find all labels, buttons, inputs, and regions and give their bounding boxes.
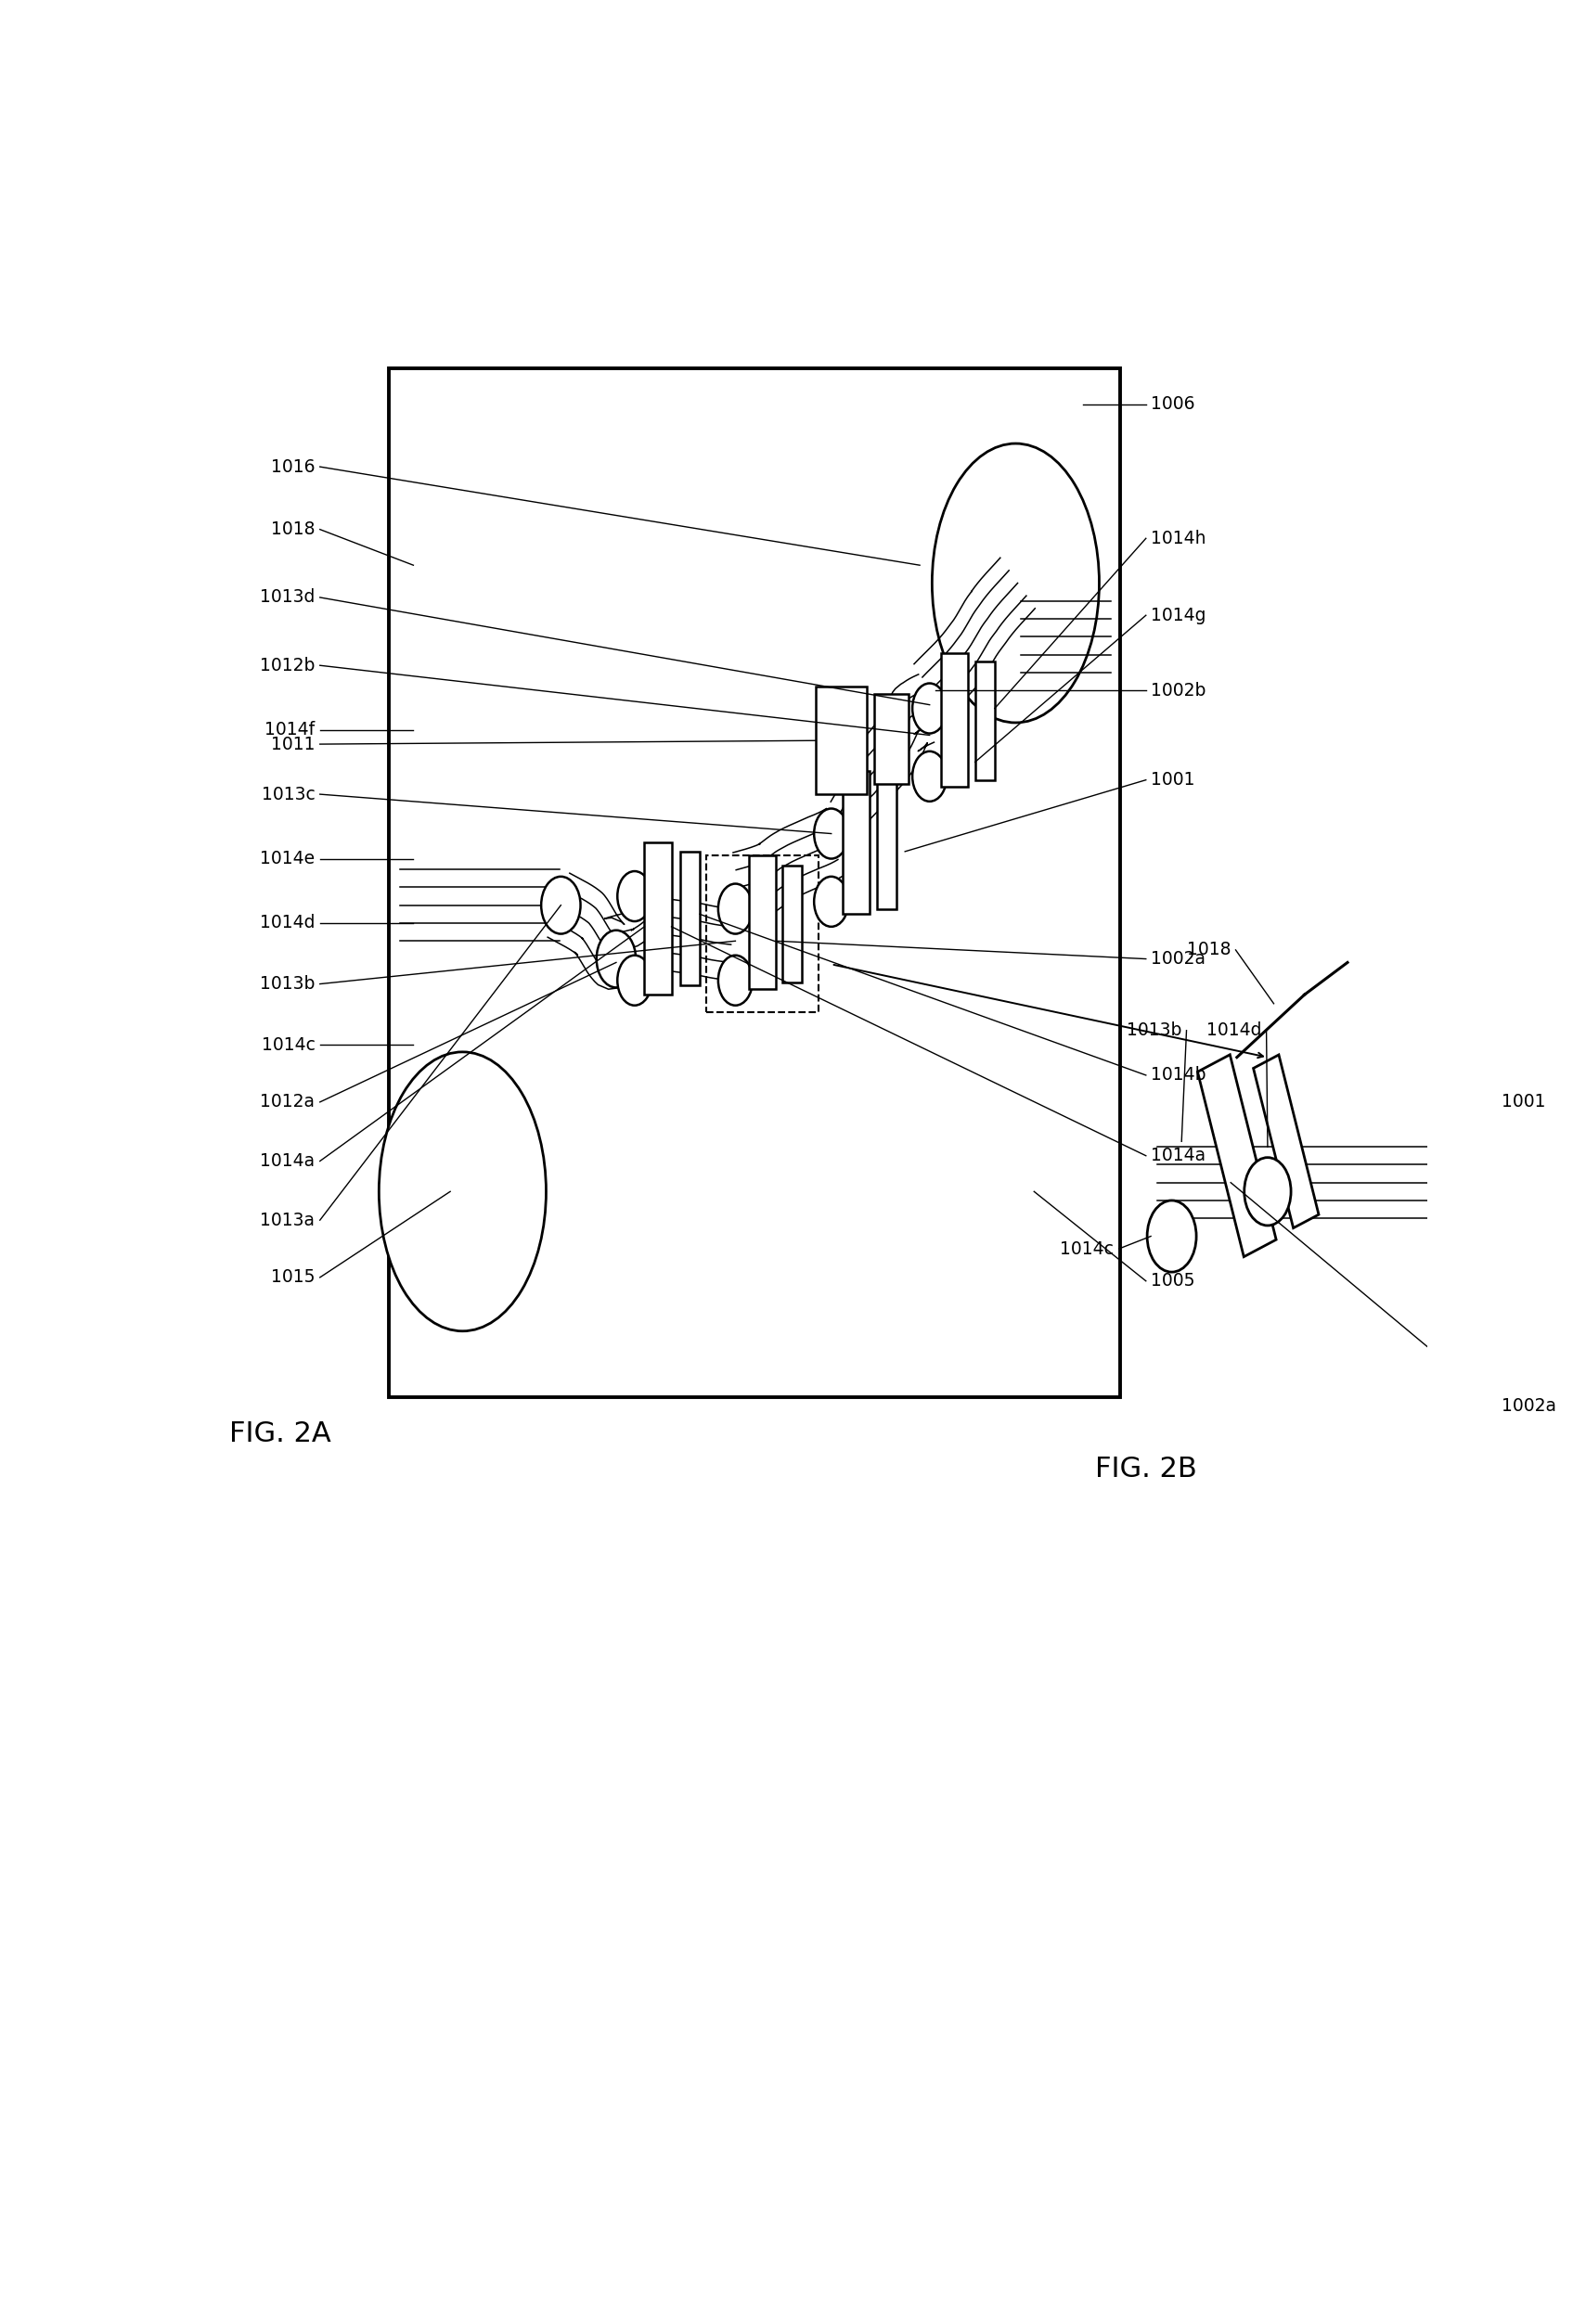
Circle shape: [718, 883, 753, 934]
Text: 1014d: 1014d: [260, 913, 316, 932]
Text: 1011: 1011: [271, 734, 316, 753]
Text: 1002a: 1002a: [1502, 1397, 1556, 1415]
Bar: [815, 688, 868, 795]
Text: FIG. 2A: FIG. 2A: [228, 1420, 331, 1448]
Text: 1012a: 1012a: [260, 1092, 316, 1111]
Bar: [842, 772, 869, 913]
Circle shape: [912, 751, 947, 802]
Text: 1014c: 1014c: [1061, 1241, 1113, 1257]
Text: 1002b: 1002b: [1151, 681, 1205, 700]
Text: FIG. 2B: FIG. 2B: [1096, 1455, 1197, 1483]
Circle shape: [814, 876, 849, 927]
Circle shape: [814, 809, 849, 858]
Circle shape: [541, 876, 580, 934]
Ellipse shape: [379, 1053, 546, 1332]
Text: 1014a: 1014a: [260, 1153, 316, 1169]
Text: 1014g: 1014g: [1151, 607, 1205, 625]
Text: 1015: 1015: [271, 1269, 316, 1285]
Text: 1014d: 1014d: [1207, 1023, 1261, 1039]
Bar: [680, 851, 699, 985]
Text: 1014e: 1014e: [260, 851, 316, 867]
Bar: [644, 844, 671, 995]
Text: 1016: 1016: [271, 458, 316, 476]
Text: 1001: 1001: [1502, 1092, 1545, 1111]
Circle shape: [617, 955, 652, 1006]
Text: 1013a: 1013a: [260, 1211, 316, 1229]
Text: 1014h: 1014h: [1151, 530, 1205, 546]
Bar: [782, 867, 803, 983]
Circle shape: [1245, 1157, 1291, 1225]
Text: 1013b: 1013b: [1126, 1023, 1182, 1039]
Bar: [877, 781, 896, 909]
Ellipse shape: [933, 444, 1099, 723]
Text: 1013d: 1013d: [260, 588, 316, 607]
Bar: [749, 855, 776, 990]
Bar: [1197, 1055, 1277, 1257]
Bar: [940, 653, 967, 788]
Text: 1014a: 1014a: [1151, 1148, 1205, 1164]
Circle shape: [912, 683, 947, 734]
Text: 1006: 1006: [1151, 395, 1194, 414]
Bar: [975, 662, 994, 781]
Bar: [1253, 1055, 1318, 1227]
Text: 1013c: 1013c: [262, 786, 316, 804]
Text: 1014c: 1014c: [262, 1037, 316, 1053]
Text: 1013b: 1013b: [260, 976, 316, 992]
Text: 1018: 1018: [271, 521, 316, 539]
Bar: [389, 370, 1120, 1397]
Circle shape: [1147, 1202, 1196, 1271]
Text: 1002a: 1002a: [1151, 951, 1205, 967]
Text: 1014b: 1014b: [1151, 1067, 1205, 1083]
Bar: [706, 855, 818, 1013]
Circle shape: [617, 872, 652, 920]
Bar: [874, 695, 909, 783]
Text: 1012b: 1012b: [260, 658, 316, 674]
Text: 1014f: 1014f: [265, 720, 316, 739]
Circle shape: [596, 930, 636, 988]
Text: 1018: 1018: [1186, 941, 1231, 960]
Text: 1005: 1005: [1151, 1271, 1194, 1290]
Circle shape: [718, 955, 753, 1006]
Text: 1001: 1001: [1151, 772, 1194, 788]
